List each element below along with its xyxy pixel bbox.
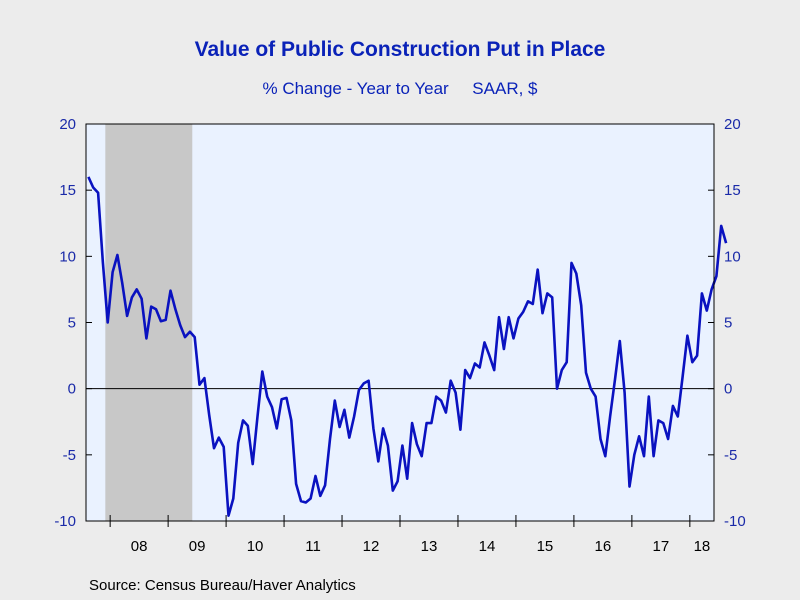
- x-tick-label: 13: [421, 538, 438, 555]
- y-tick-label-left: 15: [59, 182, 76, 199]
- x-tick-label: 14: [479, 538, 496, 555]
- series-line: [87, 176, 728, 518]
- y-tick-label-left: 0: [68, 381, 76, 398]
- y-axis-right: -10 -5 0 5 10 15 20: [708, 116, 746, 530]
- x-tick-label: 09: [189, 538, 206, 555]
- y-tick-label-left: 5: [68, 315, 76, 332]
- chart-title: Value of Public Construction Put in Plac…: [194, 38, 606, 61]
- x-tick-label: 08: [131, 538, 148, 555]
- y-tick-label-left: -10: [54, 513, 76, 530]
- x-axis: 08 09 10 11 12 13 14 15 16 17 18: [109, 515, 711, 555]
- x-tick-label: 18: [694, 538, 711, 555]
- x-tick-label: 12: [363, 538, 380, 555]
- y-tick-label-left: 10: [59, 248, 76, 265]
- y-tick-label-right: 5: [724, 315, 732, 332]
- y-tick-label-right: 15: [724, 182, 741, 199]
- y-tick-label-right: 0: [724, 381, 732, 398]
- plot-border: [85, 123, 715, 522]
- y-tick-label-right: -5: [724, 447, 737, 464]
- x-tick-label: 15: [537, 538, 554, 555]
- y-tick-label-right: 10: [724, 248, 741, 265]
- y-tick-label-left: 20: [59, 116, 76, 133]
- x-tick-label: 16: [595, 538, 612, 555]
- x-tick-label: 11: [305, 538, 321, 555]
- y-tick-label-right: 20: [724, 116, 741, 133]
- x-tick-label: 10: [247, 538, 264, 555]
- x-tick-label: 17: [653, 538, 670, 555]
- source-note: Source: Census Bureau/Haver Analytics: [89, 577, 356, 594]
- y-tick-label-left: -5: [63, 447, 76, 464]
- y-tick-label-right: -10: [724, 513, 746, 530]
- chart-subtitle: % Change - Year to Year SAAR, $: [262, 79, 538, 98]
- y-axis-left: -10 -5 0 5 10 15 20: [54, 116, 92, 530]
